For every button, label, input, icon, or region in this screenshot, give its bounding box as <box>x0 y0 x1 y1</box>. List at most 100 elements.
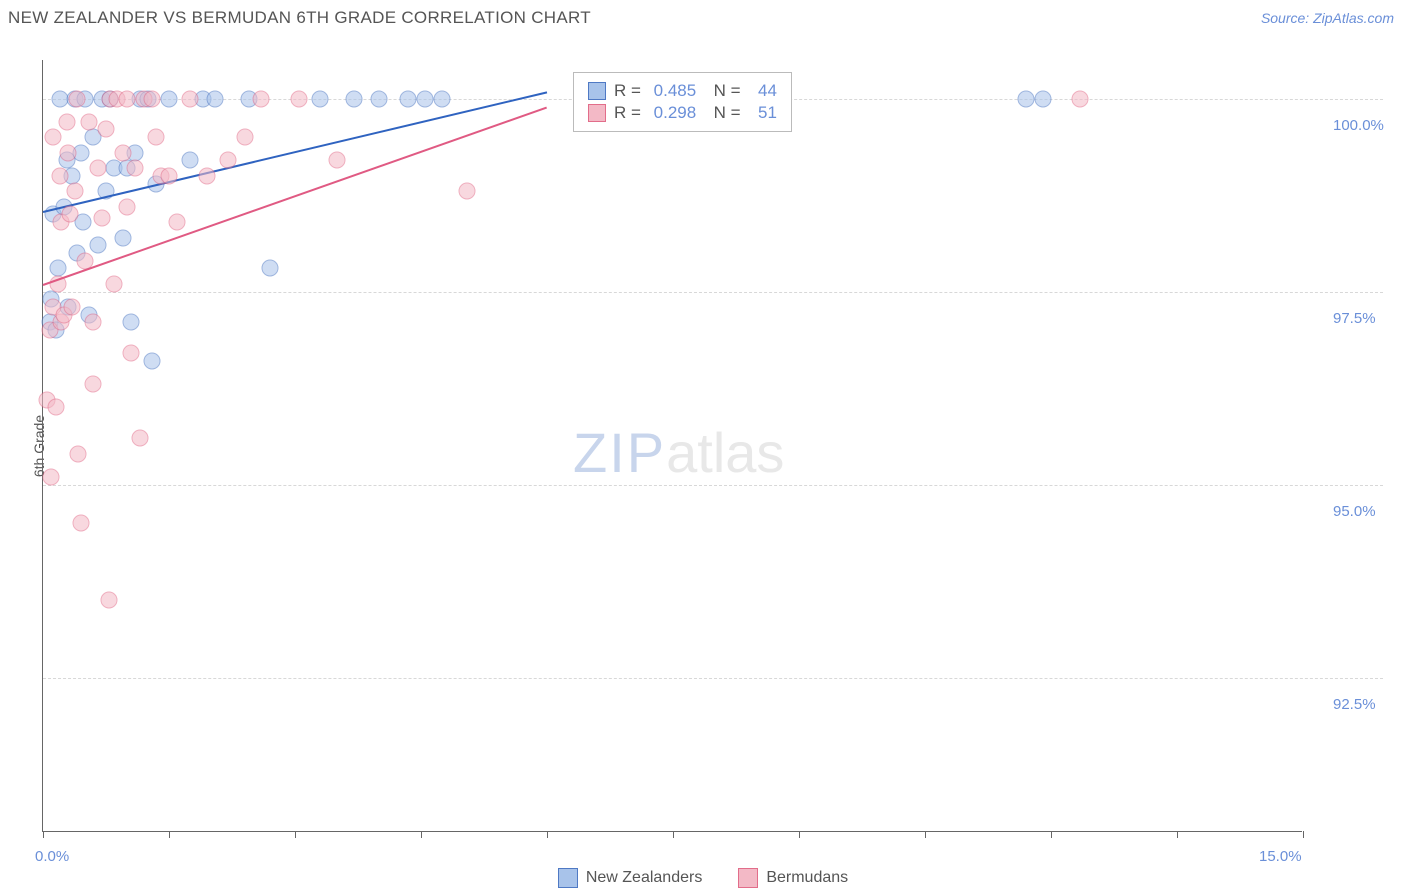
data-point <box>345 90 362 107</box>
x-tick <box>1051 831 1052 838</box>
legend-label-bm: Bermudans <box>766 869 848 887</box>
stats-n-value: 44 <box>753 81 777 101</box>
legend-item-bm: Bermudans <box>738 868 848 888</box>
data-point <box>400 90 417 107</box>
data-point <box>1072 90 1089 107</box>
data-point <box>1017 90 1034 107</box>
stats-swatch <box>588 82 606 100</box>
x-tick <box>295 831 296 838</box>
x-tick <box>43 831 44 838</box>
data-point <box>123 314 140 331</box>
x-tick <box>547 831 548 838</box>
data-point <box>98 121 115 138</box>
stats-n-value: 51 <box>753 103 777 123</box>
watermark: ZIPatlas <box>573 420 784 485</box>
data-point <box>119 90 136 107</box>
data-point <box>371 90 388 107</box>
data-point <box>219 152 236 169</box>
data-point <box>198 167 215 184</box>
data-point <box>93 210 110 227</box>
data-point <box>144 90 161 107</box>
data-point <box>50 260 67 277</box>
data-point <box>123 345 140 362</box>
data-point <box>68 90 85 107</box>
data-point <box>85 314 102 331</box>
legend-swatch-nz <box>558 868 578 888</box>
legend-item-nz: New Zealanders <box>558 868 703 888</box>
x-tick-label: 15.0% <box>1259 848 1302 865</box>
stats-r-value: 0.485 <box>654 81 697 101</box>
y-tick-label: 95.0% <box>1333 503 1376 520</box>
watermark-atlas: atlas <box>666 421 784 484</box>
data-point <box>182 90 199 107</box>
data-point <box>43 468 60 485</box>
bottom-legend: New Zealanders Bermudans <box>0 868 1406 888</box>
data-point <box>45 129 62 146</box>
data-point <box>161 90 178 107</box>
data-point <box>417 90 434 107</box>
data-point <box>47 399 64 416</box>
data-point <box>312 90 329 107</box>
data-point <box>144 353 161 370</box>
y-tick-label: 100.0% <box>1333 117 1384 134</box>
data-point <box>114 144 131 161</box>
x-tick-label: 0.0% <box>35 848 69 865</box>
data-point <box>236 129 253 146</box>
data-point <box>434 90 451 107</box>
data-point <box>291 90 308 107</box>
watermark-zip: ZIP <box>573 421 666 484</box>
stats-box: R = 0.485 N = 44R = 0.298 N = 51 <box>573 72 792 132</box>
data-point <box>64 299 81 316</box>
data-point <box>85 376 102 393</box>
x-tick <box>169 831 170 838</box>
stats-row: R = 0.485 N = 44 <box>588 81 777 101</box>
data-point <box>169 214 186 231</box>
stats-n-label: N = <box>704 81 745 101</box>
data-point <box>1034 90 1051 107</box>
data-point <box>61 206 78 223</box>
stats-n-label: N = <box>704 103 745 123</box>
data-point <box>89 237 106 254</box>
data-point <box>459 183 476 200</box>
data-point <box>253 90 270 107</box>
data-point <box>161 167 178 184</box>
y-tick-label: 97.5% <box>1333 310 1376 327</box>
data-point <box>148 129 165 146</box>
data-point <box>114 229 131 246</box>
data-point <box>51 167 68 184</box>
data-point <box>58 113 75 130</box>
stats-r-label: R = <box>614 103 646 123</box>
data-point <box>106 275 123 292</box>
data-point <box>66 183 83 200</box>
plot-area: ZIPatlas 92.5%95.0%97.5%100.0%0.0%15.0%R… <box>42 60 1302 832</box>
data-point <box>81 113 98 130</box>
data-point <box>89 160 106 177</box>
gridline-h <box>43 292 1383 293</box>
data-point <box>72 515 89 532</box>
data-point <box>100 592 117 609</box>
legend-swatch-bm <box>738 868 758 888</box>
x-tick <box>799 831 800 838</box>
data-point <box>119 198 136 215</box>
data-point <box>207 90 224 107</box>
gridline-h <box>43 678 1383 679</box>
data-point <box>182 152 199 169</box>
data-point <box>127 160 144 177</box>
data-point <box>329 152 346 169</box>
y-tick-label: 92.5% <box>1333 696 1376 713</box>
chart-title: NEW ZEALANDER VS BERMUDAN 6TH GRADE CORR… <box>8 8 591 28</box>
legend-label-nz: New Zealanders <box>586 869 703 887</box>
x-tick <box>1303 831 1304 838</box>
stats-row: R = 0.298 N = 51 <box>588 103 777 123</box>
data-point <box>60 144 77 161</box>
chart-header: NEW ZEALANDER VS BERMUDAN 6TH GRADE CORR… <box>0 0 1406 36</box>
stats-r-label: R = <box>614 81 646 101</box>
x-tick <box>1177 831 1178 838</box>
x-tick <box>673 831 674 838</box>
x-tick <box>925 831 926 838</box>
data-point <box>131 430 148 447</box>
gridline-h <box>43 485 1383 486</box>
stats-r-value: 0.298 <box>654 103 697 123</box>
data-point <box>70 445 87 462</box>
chart-source: Source: ZipAtlas.com <box>1261 10 1394 26</box>
